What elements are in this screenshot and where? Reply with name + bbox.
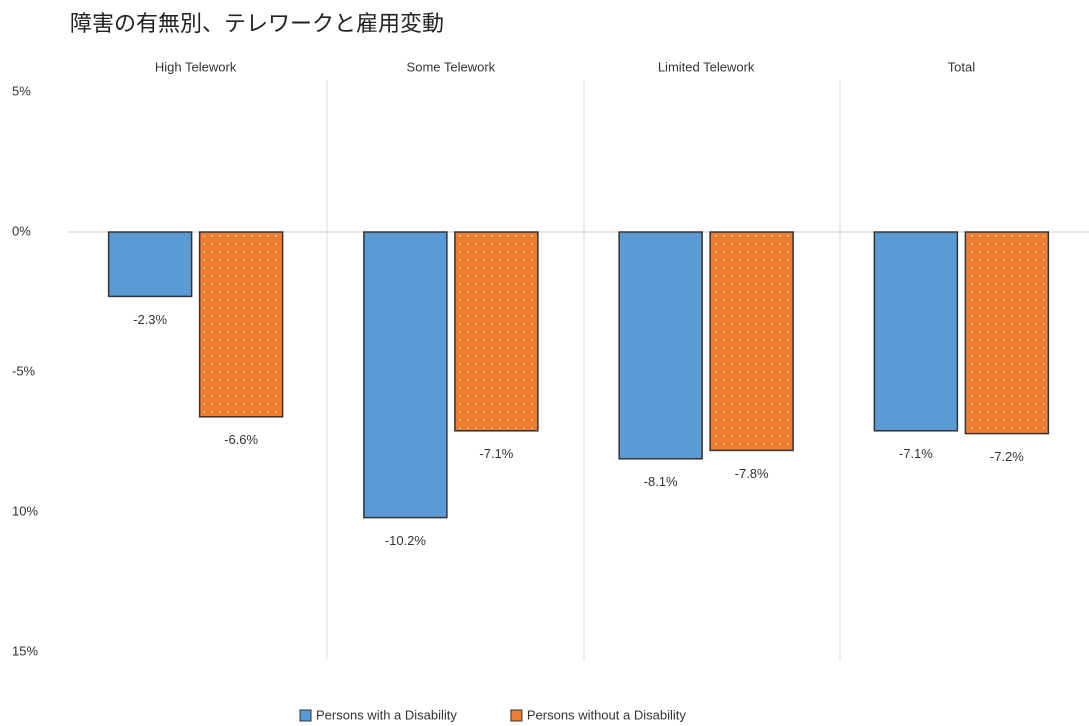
category-label: Total	[948, 59, 976, 74]
data-label: -2.3%	[133, 312, 167, 327]
data-label: -7.8%	[735, 466, 769, 481]
chart-title: 障害の有無別、テレワークと雇用変動	[70, 11, 444, 36]
y-tick-label: 5%	[12, 83, 31, 98]
data-label: -10.2%	[385, 533, 427, 548]
category-label: Some Telework	[407, 59, 496, 74]
bar	[618, 231, 703, 460]
legend-label: Persons without a Disability	[527, 707, 686, 722]
y-tick-label: 15%	[12, 643, 38, 658]
legend-swatch	[510, 709, 523, 722]
bar-pattern	[454, 232, 538, 431]
bar	[363, 231, 448, 519]
bar	[873, 231, 959, 432]
panel-separators	[326, 80, 841, 660]
category-label: Limited Telework	[658, 59, 755, 74]
y-tick-label: -5%	[12, 363, 36, 378]
y-tick-label: 0%	[12, 223, 31, 238]
data-label: -6.6%	[224, 432, 258, 447]
legend-label: Persons with a Disability	[316, 707, 457, 722]
y-tick-label: 10%	[12, 503, 38, 518]
bar-pattern	[965, 232, 1049, 434]
data-label: -7.1%	[899, 446, 933, 461]
data-label: -7.2%	[990, 449, 1024, 464]
category-label: High Telework	[155, 59, 237, 74]
bar-pattern	[199, 232, 283, 417]
bar	[107, 231, 193, 298]
data-label: -7.1%	[479, 446, 513, 461]
data-label: -8.1%	[644, 474, 678, 489]
legend-swatch	[299, 709, 312, 722]
bar-pattern	[710, 232, 794, 451]
